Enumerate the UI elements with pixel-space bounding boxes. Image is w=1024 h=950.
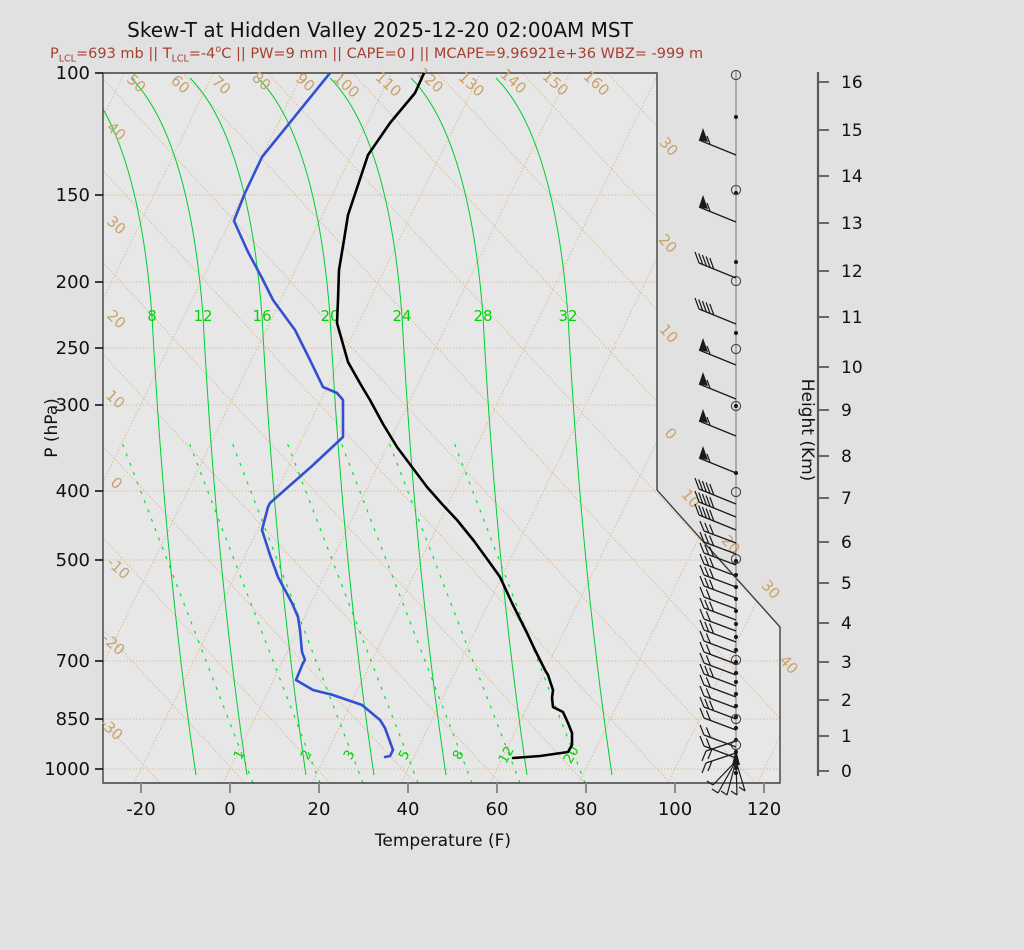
svg-text:150: 150: [56, 185, 90, 206]
svg-text:100: 100: [56, 63, 90, 84]
svg-text:1000: 1000: [44, 759, 90, 780]
temperature-axis-title: Temperature (F): [374, 831, 511, 851]
background-isolines: [103, 73, 780, 783]
svg-text:12: 12: [193, 307, 212, 325]
sounding-traces: [232, 73, 574, 760]
svg-text:30: 30: [656, 134, 682, 160]
svg-text:32: 32: [558, 307, 577, 325]
svg-text:120: 120: [747, 799, 781, 820]
plot-background: [103, 73, 780, 783]
svg-text:0: 0: [661, 424, 681, 443]
svg-text:20: 20: [655, 231, 681, 257]
svg-text:24: 24: [392, 307, 411, 325]
svg-text:20: 20: [560, 744, 582, 767]
svg-text:850: 850: [56, 709, 90, 730]
svg-text:1: 1: [841, 727, 852, 747]
height-axis-title: Height (Km): [797, 379, 817, 482]
svg-text:400: 400: [56, 481, 90, 502]
svg-text:7: 7: [841, 489, 852, 509]
svg-text:4: 4: [841, 614, 852, 634]
svg-text:80: 80: [575, 799, 598, 820]
svg-text:8: 8: [841, 447, 852, 467]
svg-text:700: 700: [56, 651, 90, 672]
svg-text:28: 28: [473, 307, 492, 325]
svg-text:40: 40: [397, 799, 420, 820]
chart-title: Skew-T at Hidden Valley 2025-12-20 02:00…: [127, 18, 633, 42]
svg-text:15: 15: [841, 121, 863, 141]
svg-text:-20: -20: [126, 799, 155, 820]
svg-text:20: 20: [320, 307, 339, 325]
svg-text:10: 10: [841, 358, 863, 378]
svg-text:9: 9: [841, 401, 852, 421]
svg-text:12: 12: [495, 744, 517, 767]
svg-text:20: 20: [308, 799, 331, 820]
svg-text:6: 6: [841, 533, 852, 553]
svg-text:11: 11: [841, 308, 863, 328]
moisture-isolines: [103, 77, 613, 783]
svg-text:60: 60: [486, 799, 509, 820]
svg-text:0: 0: [841, 762, 852, 782]
wind-barb-column: [694, 69, 746, 796]
chart-subtitle-parameters: PLCL=693 mb || TLCL=-4oC || PW=9 mm || C…: [50, 44, 704, 65]
svg-text:14: 14: [841, 167, 863, 187]
svg-text:200: 200: [56, 272, 90, 293]
svg-text:13: 13: [841, 214, 863, 234]
svg-text:3: 3: [841, 653, 852, 673]
svg-text:16: 16: [252, 307, 271, 325]
svg-text:20: 20: [718, 532, 744, 558]
svg-text:250: 250: [56, 338, 90, 359]
svg-text:0: 0: [224, 799, 235, 820]
svg-text:12: 12: [841, 262, 863, 282]
plot-frame: [102, 72, 781, 784]
svg-text:2: 2: [841, 691, 852, 711]
svg-text:500: 500: [56, 550, 90, 571]
svg-text:5: 5: [841, 574, 852, 594]
svg-text:10: 10: [656, 321, 682, 347]
svg-text:30: 30: [758, 577, 784, 603]
pressure-axis-title: P (hPa): [42, 398, 62, 458]
svg-text:300: 300: [56, 395, 90, 416]
svg-text:100: 100: [658, 799, 692, 820]
svg-text:8: 8: [147, 307, 157, 325]
svg-text:16: 16: [841, 73, 863, 93]
